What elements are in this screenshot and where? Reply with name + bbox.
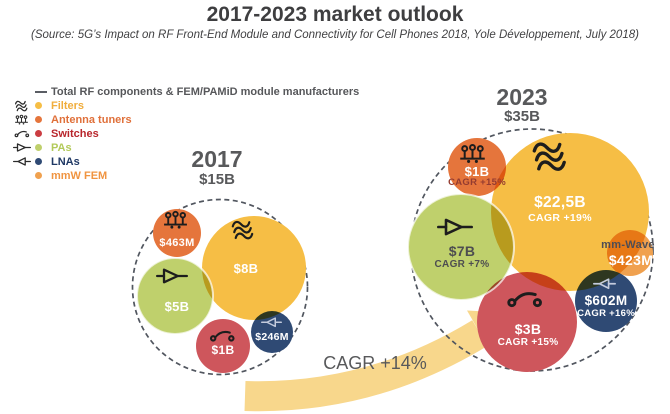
legend: Total RF components & FEM/PAMiD module m… xyxy=(8,85,359,182)
legend-row-switches: Switches xyxy=(8,127,359,140)
pa-2023-ring xyxy=(407,193,515,301)
cagr-2023-filters: CAGR +19% xyxy=(528,212,592,224)
mmw-fem-dot xyxy=(35,172,42,179)
switches-dot xyxy=(35,130,42,137)
value-2023-pas: $7B xyxy=(448,243,476,259)
lnas-dot xyxy=(35,158,42,165)
legend-lnas-label: LNAs xyxy=(51,155,80,168)
cagr-2023-antenna-tuners: CAGR +15% xyxy=(448,177,506,188)
bubble-2017-filters xyxy=(202,216,306,320)
legend-row-total: Total RF components & FEM/PAMiD module m… xyxy=(8,85,359,98)
filter-icon xyxy=(530,138,570,175)
value-2017-filters: $8B xyxy=(233,261,259,276)
value-2017-pas: $5B xyxy=(164,299,190,314)
legend-switches-label: Switches xyxy=(51,127,99,140)
year-2023-label: 2023 xyxy=(496,84,548,110)
bubble-2023-mmwave xyxy=(607,230,653,276)
filters-dot xyxy=(35,102,42,109)
value-2017-antenna-tuners: $463M xyxy=(159,237,195,249)
source-subtitle: (Source: 5G’s Impact on RF Front-End Mod… xyxy=(31,29,639,41)
legend-total-label: Total RF components & FEM/PAMiD module m… xyxy=(51,85,360,98)
legend-row-pas: PAs xyxy=(8,141,359,154)
mmwave-name-label: mm-Wave xyxy=(601,239,655,251)
legend-mmw-fem-label: mmW FEM xyxy=(51,169,108,182)
page-title: 2017-2023 market outlook xyxy=(206,3,464,26)
cagr-2023-switches: CAGR +15% xyxy=(497,337,559,348)
legend-filters-label: Filters xyxy=(51,99,85,112)
bubble-2017-switches xyxy=(196,319,250,373)
cagr-2023-lnas: CAGR +16% xyxy=(577,308,635,319)
legend-pas-label: PAs xyxy=(51,141,72,154)
market-2017-circle xyxy=(131,198,309,376)
pa-icon xyxy=(437,218,473,236)
cagr-2023-pas: CAGR +7% xyxy=(434,259,490,270)
value-2017-switches: $1B xyxy=(211,343,235,357)
filter-icon xyxy=(230,218,256,242)
year-2017-label: 2017 xyxy=(191,146,243,172)
legend-row-mmw-fem: mmW FEM xyxy=(8,169,359,182)
overall-cagr-label: CAGR +14% xyxy=(323,353,427,373)
value-2023-antenna-tuners: $1B xyxy=(464,164,490,179)
switch-icon xyxy=(506,288,544,308)
value-2023-lnas: $602M xyxy=(584,293,628,308)
lna-icon xyxy=(261,317,282,328)
legend-antenna-tuners-label: Antenna tuners xyxy=(51,113,132,126)
value-2023-switches: $3B xyxy=(514,321,542,337)
antenna-tuner-icon xyxy=(162,210,189,231)
pa-icon xyxy=(156,268,188,284)
value-2023-mmwave: $423M xyxy=(608,252,654,268)
bubble-2017-lnas xyxy=(251,311,293,353)
dashed-line-icon xyxy=(35,90,51,93)
switch-icon xyxy=(209,328,236,343)
pas-dot xyxy=(35,144,42,151)
value-2017-lnas: $246M xyxy=(255,331,289,343)
antenna-tuners-dot xyxy=(35,116,42,123)
total-2017-label: $15B xyxy=(199,171,235,188)
total-2023-label: $35B xyxy=(504,108,540,125)
pa-2017-ring xyxy=(136,257,214,335)
value-2023-filters: $22,5B xyxy=(534,194,586,211)
legend-row-lnas: LNAs xyxy=(8,155,359,168)
legend-row-filters: Filters xyxy=(8,99,359,112)
antenna-tuner-icon xyxy=(458,143,487,165)
legend-row-antenna-tuners: Antenna tuners xyxy=(8,113,359,126)
lna-icon xyxy=(593,278,616,290)
